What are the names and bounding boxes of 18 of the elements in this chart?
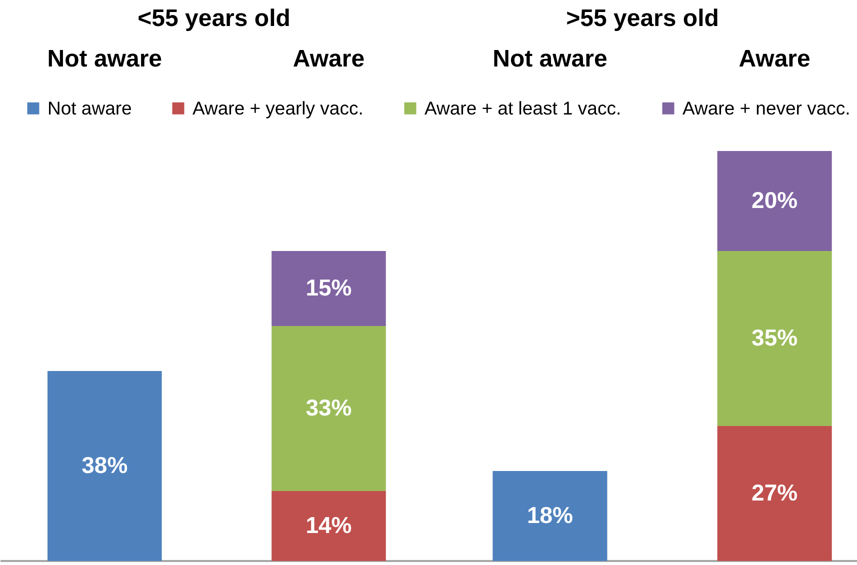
x-tick-label: Aware <box>738 46 810 72</box>
x-tick-label: Not aware <box>492 46 608 72</box>
data-label: 18% <box>526 502 573 528</box>
chart-title: <55 years old <box>138 5 290 32</box>
data-label: 14% <box>306 512 352 538</box>
legend-label: Not aware <box>48 97 132 118</box>
legend-label: Aware + never vacc. <box>682 97 850 118</box>
data-label: 27% <box>752 480 798 506</box>
legend-label: Aware + yearly vacc. <box>192 97 364 118</box>
x-tick-label: Not aware <box>47 46 162 72</box>
data-label: 35% <box>752 324 798 350</box>
data-label: 38% <box>82 452 128 478</box>
legend-label: Aware + at least 1 vacc. <box>424 97 622 118</box>
data-label: 33% <box>306 394 352 420</box>
chart-title: >55 years old <box>566 5 719 32</box>
data-label: 15% <box>306 274 352 300</box>
data-label: 20% <box>752 187 798 213</box>
x-tick-label: Aware <box>292 46 365 72</box>
